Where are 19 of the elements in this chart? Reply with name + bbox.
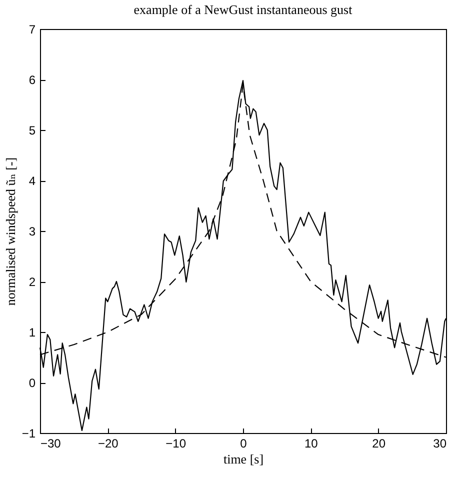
x-tick-label: 0 bbox=[240, 436, 248, 450]
y-tick-label: 0 bbox=[28, 376, 36, 390]
y-tick-label: 5 bbox=[28, 124, 36, 138]
y-axis-title: normalised windspeed ũₙ [-] bbox=[2, 157, 18, 306]
x-axis-title: time [s] bbox=[223, 452, 264, 466]
y-tick-label: 6 bbox=[28, 73, 36, 87]
x-tick-label: −10 bbox=[166, 436, 186, 450]
x-tick-label: 10 bbox=[304, 436, 318, 450]
x-tick-label: 20 bbox=[372, 436, 386, 450]
y-tick-label: 3 bbox=[28, 224, 36, 238]
y-tick-label: −1 bbox=[22, 426, 36, 440]
x-tick-label: 30 bbox=[433, 436, 447, 450]
y-tick-label: 2 bbox=[28, 275, 36, 289]
y-tick-label: 7 bbox=[28, 22, 36, 36]
chart-title: example of a NewGust instantaneous gust bbox=[134, 2, 353, 17]
x-tick-label: −30 bbox=[40, 436, 62, 450]
y-tick-label: 4 bbox=[28, 174, 36, 188]
x-tick-label: −20 bbox=[98, 436, 119, 450]
y-tick-label: 1 bbox=[28, 326, 36, 340]
